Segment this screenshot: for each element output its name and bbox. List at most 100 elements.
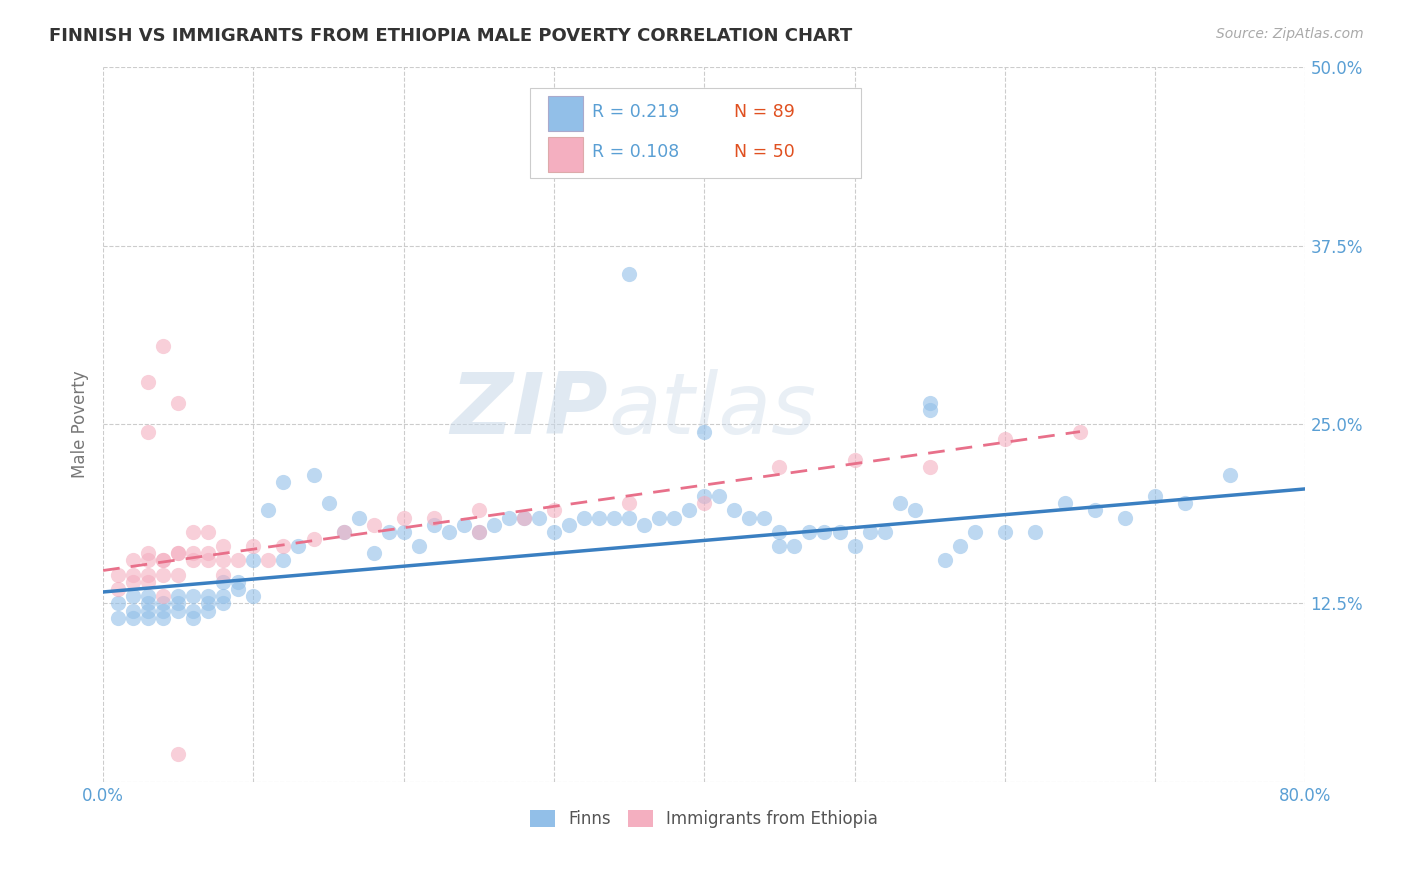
Point — [648, 510, 671, 524]
Point — [994, 524, 1017, 539]
Point — [273, 539, 295, 553]
Point — [197, 589, 219, 603]
Point — [768, 460, 790, 475]
Text: N = 89: N = 89 — [734, 103, 796, 120]
Point — [136, 567, 159, 582]
Point — [1084, 503, 1107, 517]
Point — [617, 267, 640, 281]
Point — [167, 546, 190, 560]
Point — [392, 524, 415, 539]
Text: atlas: atlas — [607, 368, 815, 451]
Point — [1024, 524, 1046, 539]
Text: R = 0.108: R = 0.108 — [592, 144, 679, 161]
Point — [122, 611, 145, 625]
Point — [723, 503, 745, 517]
Point — [768, 539, 790, 553]
FancyBboxPatch shape — [548, 136, 583, 172]
Point — [558, 517, 581, 532]
Point — [136, 425, 159, 439]
Point — [302, 467, 325, 482]
Point — [1174, 496, 1197, 510]
Point — [136, 375, 159, 389]
Point — [1114, 510, 1136, 524]
Point — [212, 574, 235, 589]
Point — [363, 546, 385, 560]
Point — [167, 546, 190, 560]
Point — [107, 567, 129, 582]
Point — [212, 589, 235, 603]
Point — [167, 596, 190, 610]
Point — [768, 524, 790, 539]
Point — [844, 453, 866, 467]
Point — [107, 582, 129, 596]
Point — [136, 553, 159, 567]
Point — [873, 524, 896, 539]
Point — [167, 603, 190, 617]
Point — [212, 596, 235, 610]
Point — [994, 432, 1017, 446]
Point — [1144, 489, 1167, 503]
Point — [181, 546, 204, 560]
Point — [228, 574, 250, 589]
Point — [181, 589, 204, 603]
Point — [302, 532, 325, 546]
Point — [813, 524, 835, 539]
Point — [212, 539, 235, 553]
Point — [152, 611, 174, 625]
Point — [228, 582, 250, 596]
Text: N = 50: N = 50 — [734, 144, 794, 161]
Point — [332, 524, 354, 539]
Point — [273, 553, 295, 567]
Point — [122, 567, 145, 582]
Text: ZIP: ZIP — [450, 368, 607, 451]
Point — [107, 611, 129, 625]
Point — [122, 553, 145, 567]
Point — [617, 496, 640, 510]
Point — [377, 524, 399, 539]
Point — [858, 524, 880, 539]
Point — [212, 553, 235, 567]
Y-axis label: Male Poverty: Male Poverty — [72, 371, 89, 478]
Point — [136, 589, 159, 603]
Point — [437, 524, 460, 539]
Point — [904, 503, 927, 517]
Point — [122, 603, 145, 617]
Point — [513, 510, 536, 524]
Point — [934, 553, 956, 567]
Point — [136, 611, 159, 625]
FancyBboxPatch shape — [530, 88, 860, 178]
Point — [468, 503, 491, 517]
Point — [181, 611, 204, 625]
Point — [799, 524, 821, 539]
Point — [1069, 425, 1091, 439]
Point — [136, 574, 159, 589]
Point — [453, 517, 475, 532]
Point — [1219, 467, 1241, 482]
Point — [513, 510, 536, 524]
Point — [332, 524, 354, 539]
Point — [152, 339, 174, 353]
Point — [498, 510, 520, 524]
Point — [527, 510, 550, 524]
Point — [136, 596, 159, 610]
Point — [468, 524, 491, 539]
Point — [287, 539, 309, 553]
Point — [197, 553, 219, 567]
Point — [347, 510, 370, 524]
Point — [136, 546, 159, 560]
Point — [844, 539, 866, 553]
Point — [152, 603, 174, 617]
Point — [664, 510, 686, 524]
Text: Source: ZipAtlas.com: Source: ZipAtlas.com — [1216, 27, 1364, 41]
Point — [889, 496, 911, 510]
Point — [709, 489, 731, 503]
Point — [273, 475, 295, 489]
Point — [693, 489, 716, 503]
Point — [617, 510, 640, 524]
Point — [423, 517, 446, 532]
Point — [167, 589, 190, 603]
Point — [152, 553, 174, 567]
Point — [181, 553, 204, 567]
Point — [167, 747, 190, 761]
Text: FINNISH VS IMMIGRANTS FROM ETHIOPIA MALE POVERTY CORRELATION CHART: FINNISH VS IMMIGRANTS FROM ETHIOPIA MALE… — [49, 27, 852, 45]
